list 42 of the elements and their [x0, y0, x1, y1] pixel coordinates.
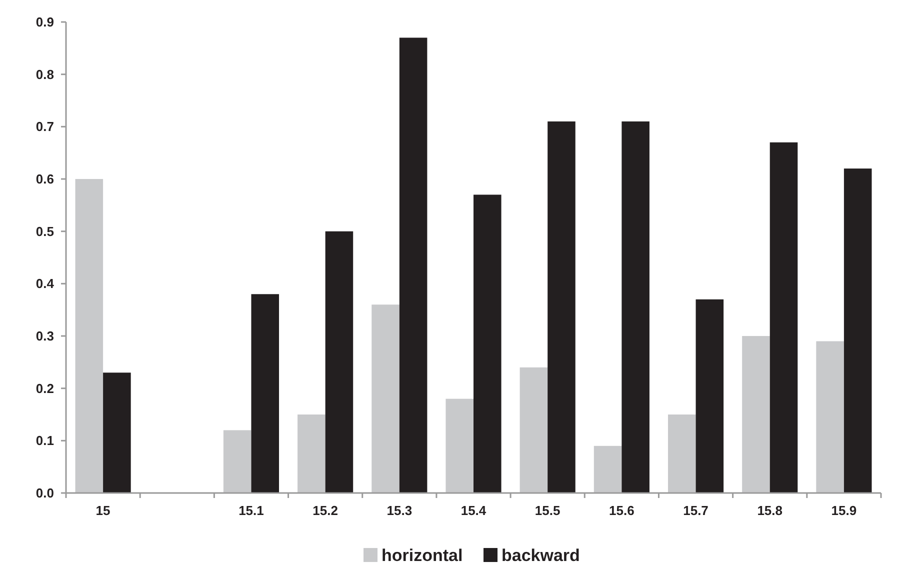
x-tick-label: 15	[96, 503, 110, 518]
x-tick-label: 15.4	[460, 503, 487, 518]
y-tick-label: 0.3	[36, 328, 54, 344]
bar	[223, 430, 252, 493]
x-tick-label: 15.9	[831, 503, 857, 518]
bar	[103, 372, 131, 493]
bar	[446, 398, 474, 493]
bar	[399, 38, 428, 493]
y-tick-label: 0.1	[36, 433, 54, 448]
y-tick-label: 0.7	[36, 119, 54, 134]
bar	[298, 414, 326, 493]
bar	[372, 304, 400, 493]
bar	[844, 168, 872, 493]
x-tick-label: 15.8	[757, 503, 783, 518]
bar	[816, 341, 844, 493]
bar	[622, 121, 650, 493]
legend-label: horizontal	[382, 546, 463, 565]
x-tick-label: 15.7	[683, 503, 708, 518]
bar	[696, 299, 724, 493]
y-tick-label: 0.0	[36, 486, 54, 501]
bar	[474, 194, 502, 493]
x-tick-label: 15.1	[238, 503, 264, 518]
y-tick-label: 0.4	[36, 276, 55, 292]
legend-label: backward	[502, 546, 580, 565]
x-tick-label: 15.5	[534, 503, 560, 518]
y-tick-label: 0.9	[36, 14, 54, 30]
bar	[548, 121, 576, 493]
x-tick-label: 15.3	[386, 503, 412, 518]
bar	[520, 367, 548, 493]
bar	[325, 231, 354, 493]
bar	[251, 294, 280, 493]
bar	[742, 336, 770, 493]
bar	[75, 179, 104, 493]
y-tick-label: 0.5	[36, 224, 54, 239]
bar	[668, 414, 696, 493]
y-tick-label: 0.6	[36, 172, 54, 187]
y-tick-label: 0.8	[36, 66, 54, 82]
y-tick-label: 0.2	[36, 380, 54, 396]
x-tick-label: 15.6	[609, 503, 634, 518]
bar	[594, 446, 622, 493]
x-tick-label: 15.2	[312, 503, 338, 518]
bar	[770, 142, 798, 493]
